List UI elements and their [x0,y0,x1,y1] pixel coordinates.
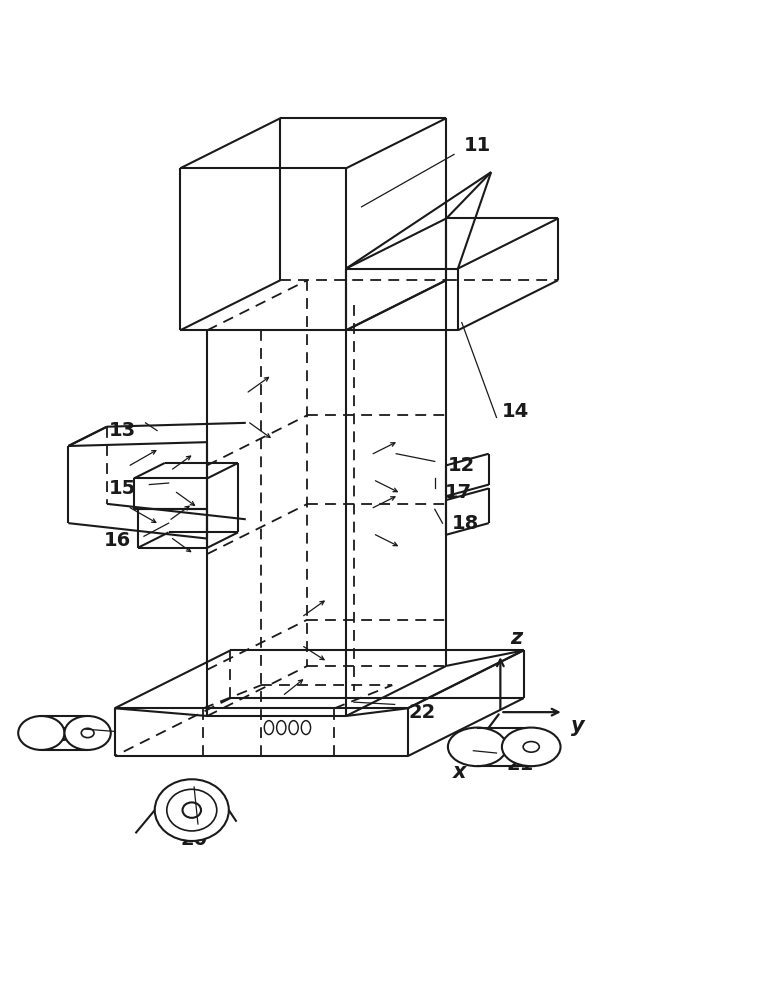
Text: y: y [571,716,585,736]
Text: z: z [510,628,522,648]
Ellipse shape [301,721,311,735]
Text: 12: 12 [448,456,476,475]
Ellipse shape [264,721,274,735]
Text: 21: 21 [506,755,533,774]
Ellipse shape [167,789,217,831]
Text: 22: 22 [408,703,435,722]
Text: 20: 20 [180,830,207,849]
Ellipse shape [277,721,286,735]
Text: 18: 18 [452,514,479,533]
Ellipse shape [448,728,507,766]
Text: 19: 19 [45,726,72,745]
Text: 16: 16 [103,531,131,550]
Text: 11: 11 [464,136,491,155]
Ellipse shape [289,721,298,735]
Text: 17: 17 [444,483,472,502]
Ellipse shape [64,716,111,750]
Text: 14: 14 [502,402,529,421]
Ellipse shape [18,716,64,750]
Ellipse shape [502,728,560,766]
Text: 13: 13 [109,421,136,440]
Ellipse shape [155,779,228,841]
Text: 15: 15 [109,479,136,498]
Ellipse shape [523,742,539,752]
Ellipse shape [82,728,94,738]
Ellipse shape [183,802,201,818]
Text: x: x [452,762,466,782]
